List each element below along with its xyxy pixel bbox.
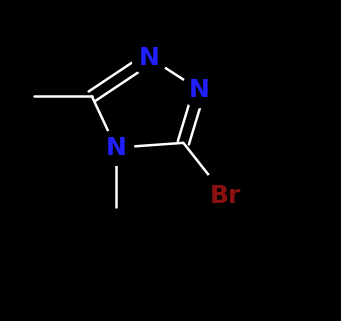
- Text: N: N: [105, 136, 127, 160]
- Text: N: N: [139, 46, 160, 70]
- Text: N: N: [189, 78, 210, 102]
- Text: Br: Br: [209, 184, 241, 208]
- Circle shape: [132, 40, 167, 75]
- Circle shape: [98, 130, 134, 165]
- Circle shape: [199, 170, 251, 221]
- Circle shape: [182, 72, 217, 108]
